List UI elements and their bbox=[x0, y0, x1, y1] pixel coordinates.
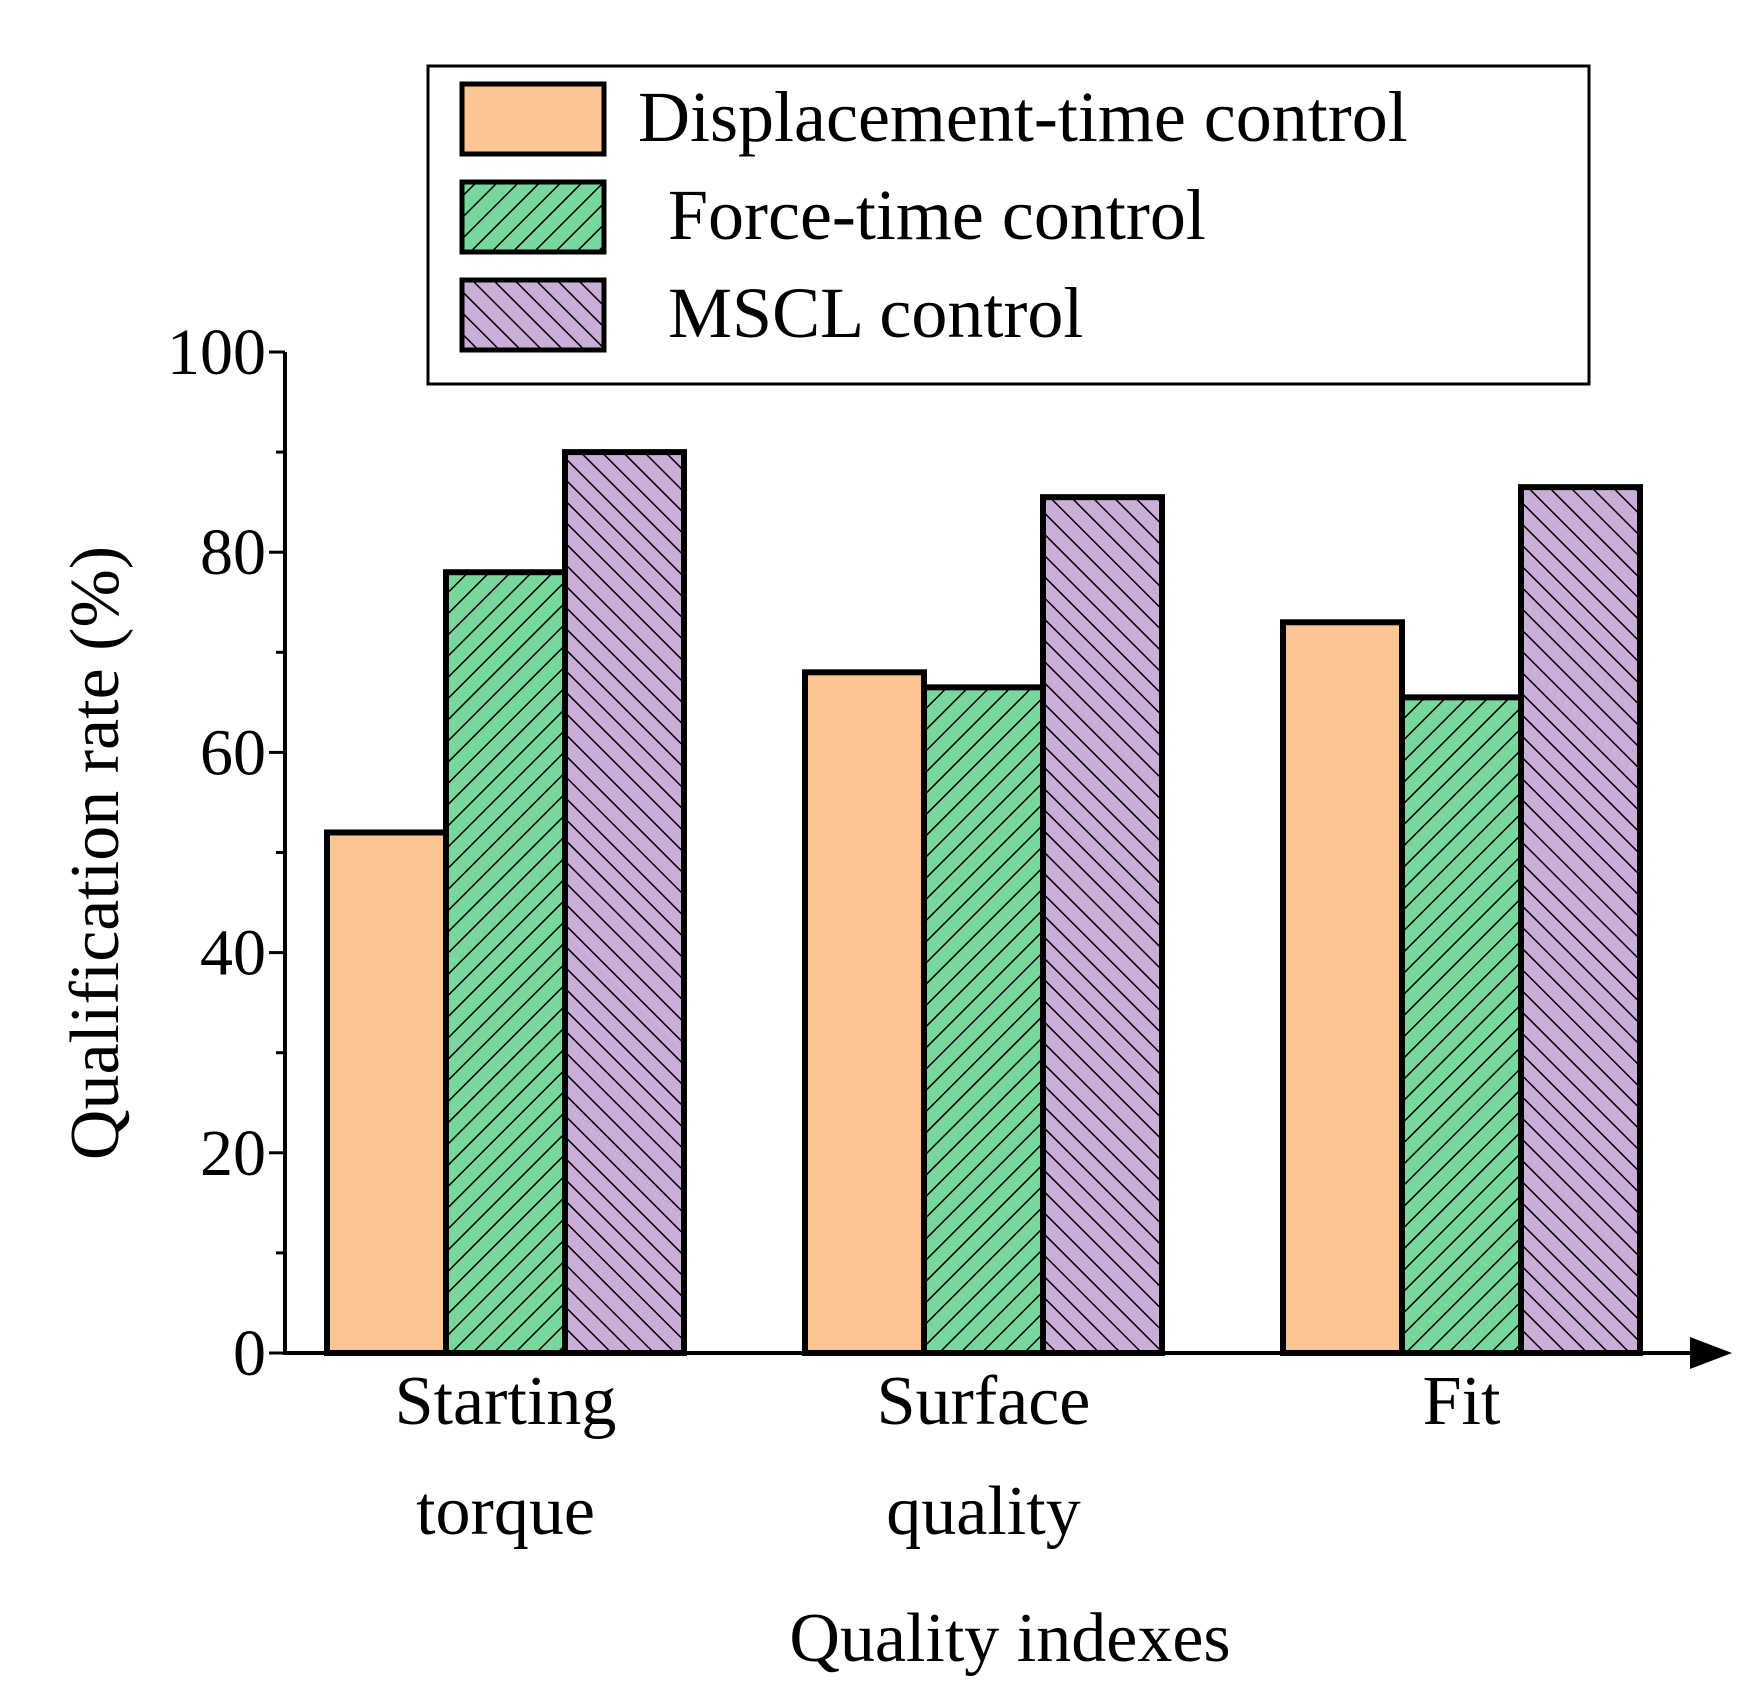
bar-fill bbox=[1283, 622, 1402, 1353]
legend-swatch-hatch bbox=[462, 280, 604, 350]
bar-fill bbox=[805, 672, 924, 1353]
legend-item-mscl-control: MSCL control bbox=[459, 273, 1083, 353]
bar-displacement-time-control-1 bbox=[802, 669, 927, 1356]
bar-hatch bbox=[1043, 497, 1162, 1353]
bars-layer bbox=[324, 449, 1643, 1357]
legend-swatch-outline bbox=[459, 277, 607, 353]
bar-hatch bbox=[565, 452, 684, 1354]
legend-label: MSCL control bbox=[668, 273, 1083, 353]
bar-hatch bbox=[924, 687, 1043, 1353]
legend-item-displacement-time-control: Displacement-time control bbox=[459, 77, 1408, 157]
category-labels: Starting torque Surface quality Fit bbox=[395, 1363, 1501, 1550]
bar-mscl-control-0 bbox=[562, 449, 687, 1357]
legend-label: Displacement-time control bbox=[638, 77, 1408, 157]
bar-fill bbox=[327, 832, 446, 1353]
x-category-label: quality bbox=[886, 1473, 1080, 1550]
y-axis-title: Qualification rate (%) bbox=[57, 546, 134, 1160]
x-axis-title: Quality indexes bbox=[789, 1600, 1230, 1677]
x-axis-arrow-icon bbox=[1690, 1337, 1732, 1369]
y-tick-label: 40 bbox=[200, 917, 266, 990]
legend-frame bbox=[426, 64, 1591, 386]
x-category-label: torque bbox=[416, 1473, 595, 1550]
legend-swatch bbox=[462, 84, 604, 154]
bar-displacement-time-control-2 bbox=[1280, 619, 1405, 1356]
x-category-label: Fit bbox=[1423, 1363, 1501, 1440]
legend-swatch-outline bbox=[459, 81, 607, 157]
y-tick-label: 100 bbox=[167, 316, 266, 389]
bar-mscl-control-2 bbox=[1518, 484, 1643, 1356]
bar-hatch bbox=[446, 572, 565, 1353]
legend-item-force-time-control: Force-time control bbox=[459, 175, 1206, 255]
legend-label: Force-time control bbox=[668, 175, 1206, 255]
bar-hatch bbox=[1402, 697, 1521, 1353]
bar-force-time-control-0 bbox=[443, 569, 568, 1356]
y-ticks: 0 20 40 60 80 100 bbox=[167, 316, 285, 1390]
x-category-label: Starting bbox=[395, 1363, 617, 1440]
bar-hatch bbox=[1521, 487, 1640, 1353]
bar-mscl-control-1 bbox=[1040, 494, 1165, 1356]
legend-swatch-outline bbox=[459, 179, 607, 255]
bar-displacement-time-control-0 bbox=[324, 829, 449, 1356]
y-tick-label: 80 bbox=[200, 516, 266, 589]
y-tick-label: 0 bbox=[233, 1317, 266, 1390]
bar-force-time-control-2 bbox=[1399, 694, 1524, 1356]
legend: Displacement-time control Force-time cont… bbox=[426, 64, 1591, 386]
legend-swatch-hatch bbox=[462, 182, 604, 252]
bar-force-time-control-1 bbox=[921, 684, 1046, 1356]
x-category-label: Surface bbox=[877, 1363, 1091, 1440]
y-tick-label: 20 bbox=[200, 1117, 266, 1190]
y-tick-label: 60 bbox=[200, 716, 266, 789]
